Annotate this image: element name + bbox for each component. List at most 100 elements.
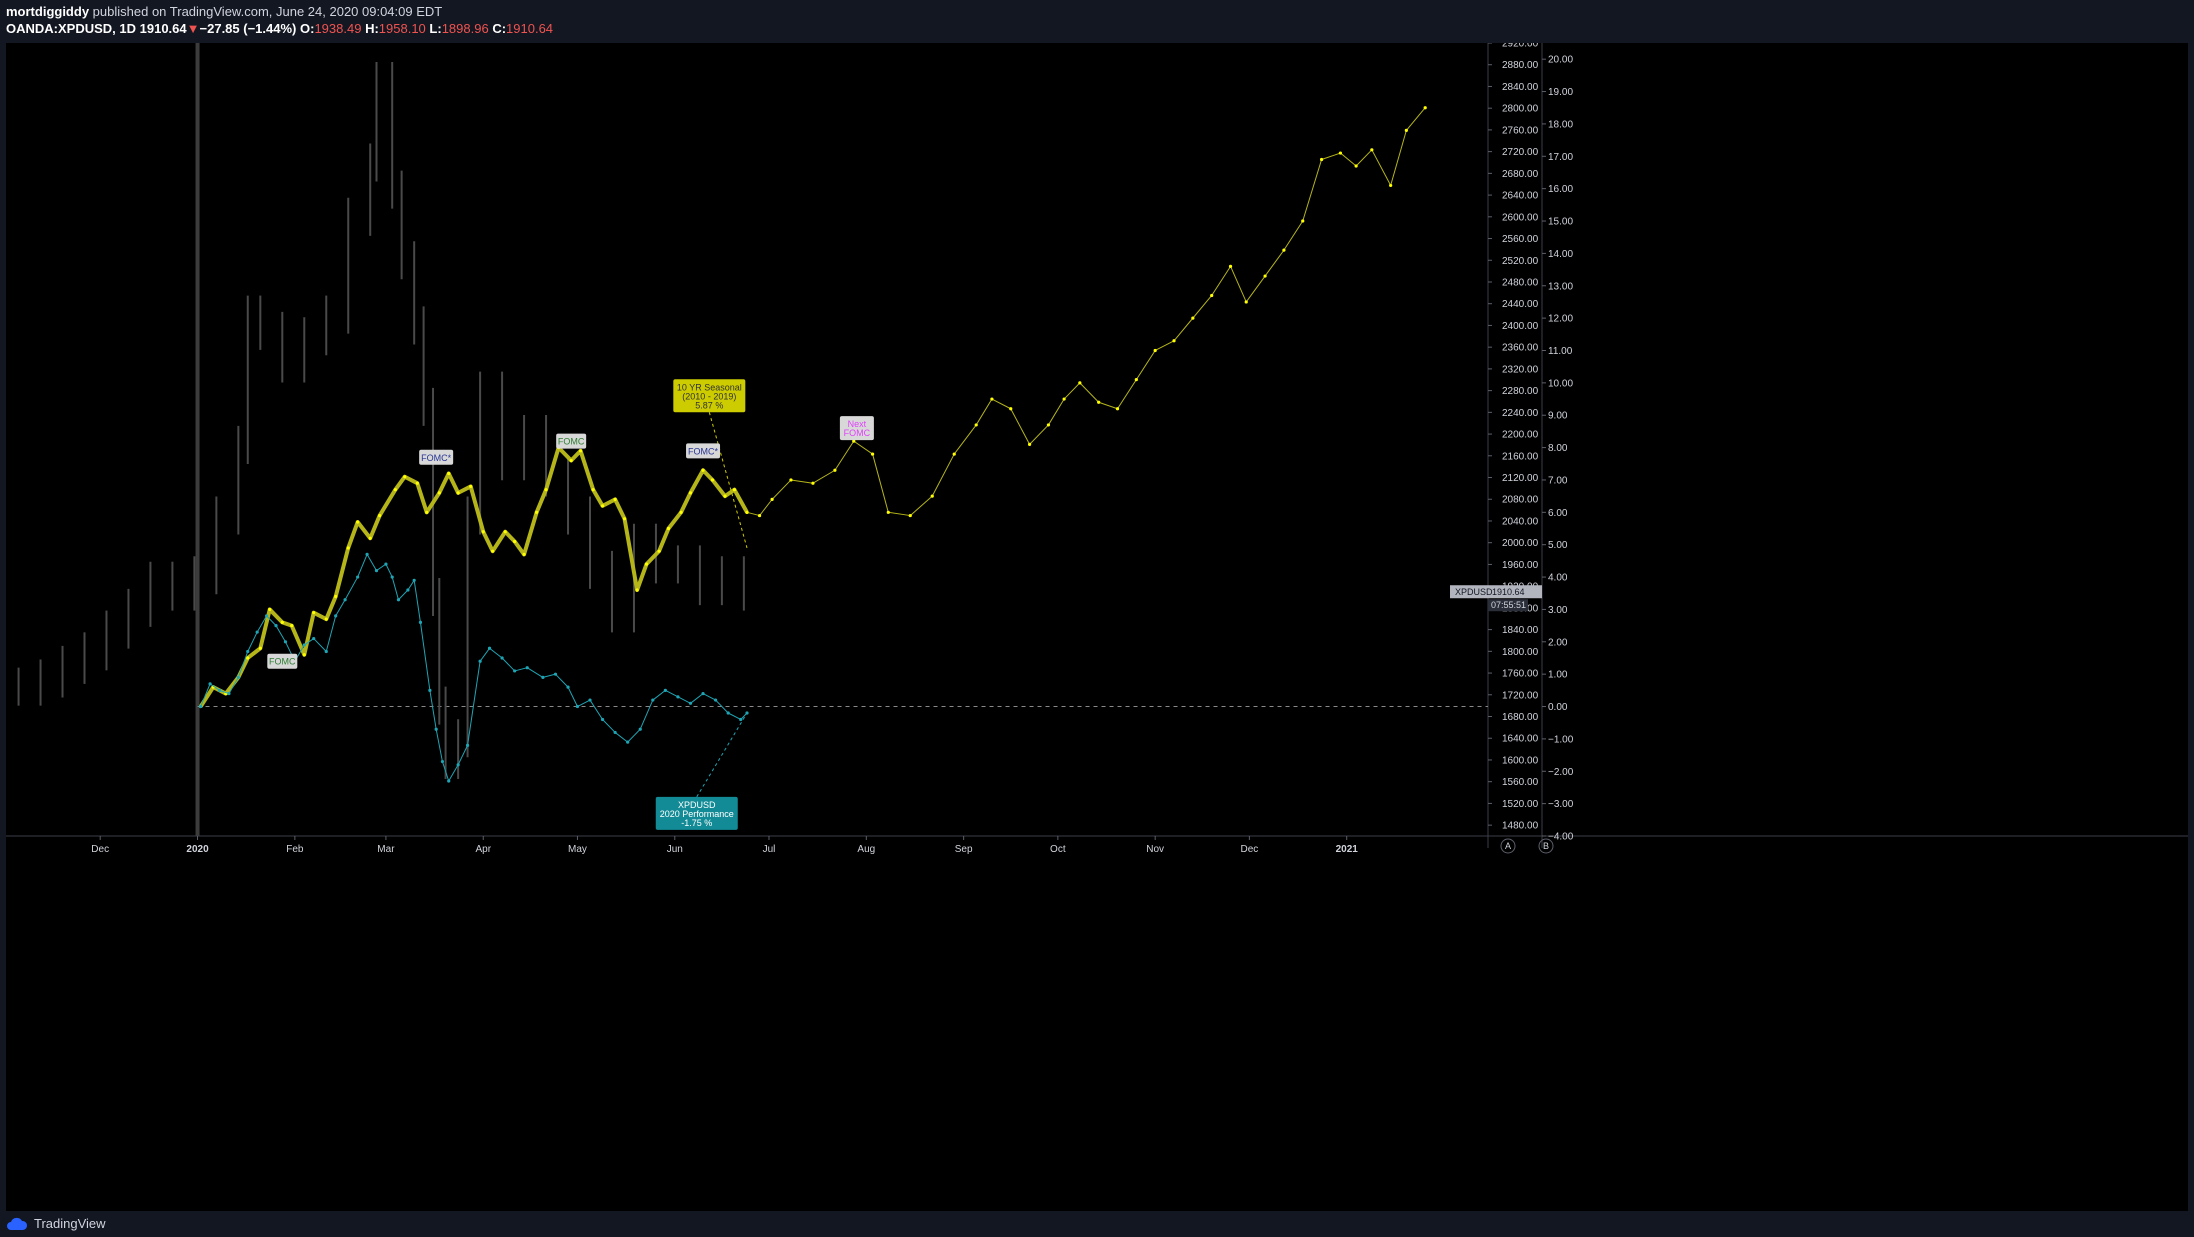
performance-point xyxy=(384,562,388,566)
current-price-value: 1910.64 xyxy=(1492,587,1525,597)
seasonal-2020-point xyxy=(578,449,583,453)
seasonal-2020-point xyxy=(644,562,649,566)
publish-info: mortdiggiddy published on TradingView.co… xyxy=(6,4,442,20)
performance-point xyxy=(217,688,222,692)
time-tick-label: 2021 xyxy=(1336,844,1359,855)
performance-point xyxy=(374,568,379,573)
percent-tick-label: 2.00 xyxy=(1548,637,1568,648)
close-label: C: xyxy=(492,21,507,36)
seasonal-projection-point xyxy=(1078,381,1082,385)
seasonal-2020-point xyxy=(710,478,715,482)
performance-point xyxy=(588,698,592,702)
seasonal-2020-point xyxy=(425,510,429,514)
price-tick-label: 2720.00 xyxy=(1502,147,1539,158)
percent-tick-label: 16.00 xyxy=(1548,184,1573,195)
seasonal-projection-point xyxy=(974,423,978,427)
seasonal-projection-line[interactable] xyxy=(746,107,1426,517)
performance-line[interactable] xyxy=(200,553,748,782)
price-tick-label: 1720.00 xyxy=(1502,690,1539,701)
performance-point xyxy=(334,614,338,618)
seasonal-2020-line[interactable] xyxy=(198,445,749,708)
seasonal-projection-point xyxy=(1319,157,1324,162)
price-tick-label: 2360.00 xyxy=(1502,343,1539,354)
annotation-box[interactable] xyxy=(686,443,721,459)
annotation-box[interactable] xyxy=(673,379,746,413)
seasonal-projection-point xyxy=(1228,264,1233,268)
performance-point xyxy=(714,698,718,702)
seasonal-2020-point xyxy=(732,488,737,492)
price-tick-label: 1560.00 xyxy=(1502,777,1539,788)
seasonal-projection-point xyxy=(908,513,912,518)
annotation-box[interactable] xyxy=(839,416,874,441)
price-tick-label: 2600.00 xyxy=(1502,212,1539,223)
annotation-text: XPDUSD xyxy=(678,800,716,810)
seasonal-2020-point xyxy=(393,488,397,492)
percent-tick-label: 15.00 xyxy=(1548,217,1573,228)
seasonal-projection-point xyxy=(1301,219,1305,223)
price-tick-label: 2760.00 xyxy=(1502,125,1539,136)
performance-point xyxy=(208,682,212,686)
annotation-text: (2010 - 2019) xyxy=(682,391,736,401)
seasonal-projection-point xyxy=(1097,400,1101,404)
tradingview-logo[interactable]: TradingView xyxy=(6,1216,106,1231)
axis-button-a[interactable] xyxy=(1500,838,1516,854)
price-tick-label: 2640.00 xyxy=(1502,191,1539,202)
price-tick-label: 1600.00 xyxy=(1502,755,1539,766)
percent-tick-label: 5.00 xyxy=(1548,540,1568,551)
symbol-name[interactable]: OANDA:XPDUSD, 1D xyxy=(6,21,137,36)
performance-point xyxy=(613,730,617,735)
published-text: published on TradingView.com, June 24, 2… xyxy=(92,4,443,19)
percent-tick-label: 12.00 xyxy=(1548,314,1573,325)
chart-background[interactable] xyxy=(6,43,2188,1211)
annotation-box[interactable] xyxy=(419,449,454,465)
price-tick-label: 2840.00 xyxy=(1502,82,1539,93)
seasonal-2020-point xyxy=(544,488,548,492)
performance-point xyxy=(343,598,347,602)
author-name[interactable]: mortdiggiddy xyxy=(6,4,90,19)
seasonal-2020-point xyxy=(246,656,250,660)
seasonal-2020-point xyxy=(491,549,495,553)
performance-point xyxy=(447,779,451,783)
price-tick-label: 2680.00 xyxy=(1502,169,1539,180)
time-tick-label: May xyxy=(568,844,587,855)
time-tick-label: Oct xyxy=(1050,844,1066,855)
chart-pane[interactable]: 2920.00 2880.00 2840.00 2800.00 2760.00 2720.… xyxy=(6,43,2188,1211)
seasonal-projection-point xyxy=(770,497,774,501)
percent-tick-label: 1.00 xyxy=(1548,670,1568,681)
last-price: 1910.64 xyxy=(139,21,187,36)
percent-tick-label: 9.00 xyxy=(1548,411,1568,422)
seasonal-2020-point xyxy=(334,594,338,599)
time-tick-label: Mar xyxy=(377,844,395,855)
performance-point xyxy=(638,727,642,731)
price-tick-label: 2080.00 xyxy=(1502,495,1539,506)
footer-bar: TradingView xyxy=(0,1211,2194,1237)
percent-tick-label: −2.00 xyxy=(1548,767,1574,778)
chart-svg[interactable]: 2920.00 2880.00 2840.00 2800.00 2760.00 2720.… xyxy=(6,43,2188,1211)
annotation-box[interactable] xyxy=(556,433,587,449)
seasonal-2020-point xyxy=(635,588,639,592)
seasonal-projection-point xyxy=(990,397,994,401)
current-price-label[interactable] xyxy=(1450,585,1542,599)
seasonal-2020-point xyxy=(324,617,328,621)
down-arrow-icon: ▼ xyxy=(186,21,200,36)
year-start-marker xyxy=(195,43,200,836)
percent-tick-label: 18.00 xyxy=(1548,119,1573,130)
annotation-pointer xyxy=(696,712,748,798)
seasonal-2020-point xyxy=(456,491,460,495)
performance-point xyxy=(541,675,545,680)
performance-point xyxy=(434,727,438,731)
annotation-box[interactable] xyxy=(655,796,738,830)
percent-tick-label: 20.00 xyxy=(1548,55,1573,66)
annotation-box[interactable] xyxy=(267,653,298,669)
seasonal-projection-point xyxy=(1389,183,1393,188)
seasonal-2020-point xyxy=(258,646,262,650)
annotation-text: -1.75 % xyxy=(681,818,712,828)
price-tick-label: 1640.00 xyxy=(1502,734,1539,745)
annotation-text: 10 YR Seasonal xyxy=(677,382,742,392)
axis-button-b[interactable] xyxy=(1538,838,1554,854)
axis-button-label: B xyxy=(1543,841,1549,851)
performance-point xyxy=(688,701,693,705)
percent-tick-label: 3.00 xyxy=(1548,605,1568,616)
seasonal-projection-point xyxy=(1210,293,1214,298)
high-value: 1958.10 xyxy=(378,21,426,36)
